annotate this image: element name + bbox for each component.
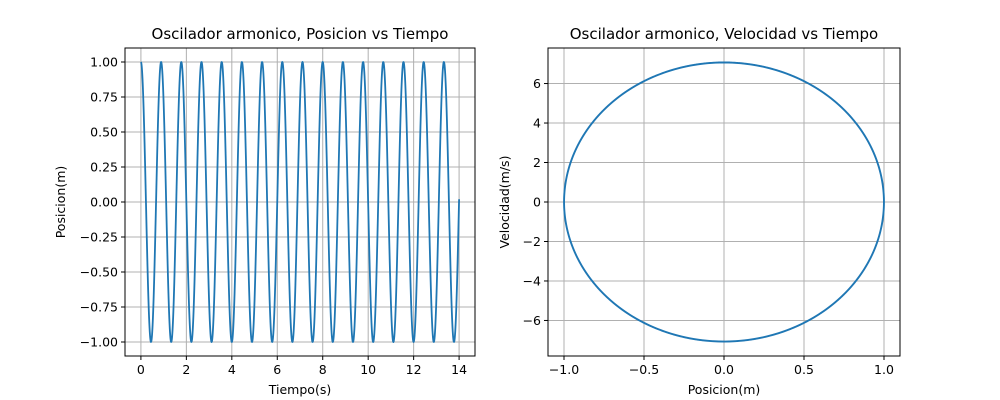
y-tick-label: −2 xyxy=(523,234,541,249)
y-tick-label: −6 xyxy=(523,313,541,328)
chart-posicion-vs-tiempo: 0 2 4 6 8 10 12 14 1.00 0.75 0.50 0.25 0.00 −0.25 −0.5… xyxy=(53,25,476,397)
y-tick-label: −1.00 xyxy=(80,335,118,350)
y-tick-label: 0.00 xyxy=(90,195,118,210)
y-tick-label: 1.00 xyxy=(90,55,118,70)
y-tick-label: 0.25 xyxy=(90,160,118,175)
y-tick-label: 6 xyxy=(533,76,541,91)
x-tick-label: 1.0 xyxy=(874,362,894,377)
x-tick-label: −0.5 xyxy=(629,362,659,377)
series-line xyxy=(563,61,885,343)
y-tick-label: 0.75 xyxy=(90,90,118,105)
x-tick-label: 0 xyxy=(137,362,145,377)
x-tick-label: 6 xyxy=(273,362,281,377)
y-tick-label: 2 xyxy=(533,155,541,170)
x-axis-label: Posicion(m) xyxy=(688,382,761,397)
x-axis-label: Tiempo(s) xyxy=(268,382,331,397)
y-tick-label: 0.50 xyxy=(90,125,118,140)
y-tick-label: 0 xyxy=(533,195,541,210)
x-tick-label: 14 xyxy=(451,362,467,377)
y-axis-label: Velocidad(m/s) xyxy=(497,156,512,249)
y-tick-label: 4 xyxy=(533,116,541,131)
x-tick-label: −1.0 xyxy=(549,362,579,377)
chart-title: Oscilador armonico, Posicion vs Tiempo xyxy=(152,25,449,43)
x-tick-label: 8 xyxy=(319,362,327,377)
y-axis-label: Posicion(m) xyxy=(53,166,68,239)
x-tick-label: 0.5 xyxy=(794,362,814,377)
x-tick-label: 4 xyxy=(228,362,236,377)
chart-velocidad-vs-posicion: −1.0 −0.5 0.0 0.5 1.0 6 4 2 0 −2 −4 −6 Oscilador ar… xyxy=(497,25,901,397)
x-tick-label: 12 xyxy=(406,362,422,377)
x-tick-label: 0.0 xyxy=(714,362,734,377)
x-tick-label: 10 xyxy=(360,362,376,377)
series-line xyxy=(140,61,460,343)
chart-title: Oscilador armonico, Velocidad vs Tiempo xyxy=(570,25,879,43)
y-tick-label: −0.25 xyxy=(80,230,118,245)
y-tick-label: −0.75 xyxy=(80,300,118,315)
y-tick-label: −0.50 xyxy=(80,265,118,280)
y-tick-label: −4 xyxy=(523,273,541,288)
x-tick-label: 2 xyxy=(182,362,190,377)
